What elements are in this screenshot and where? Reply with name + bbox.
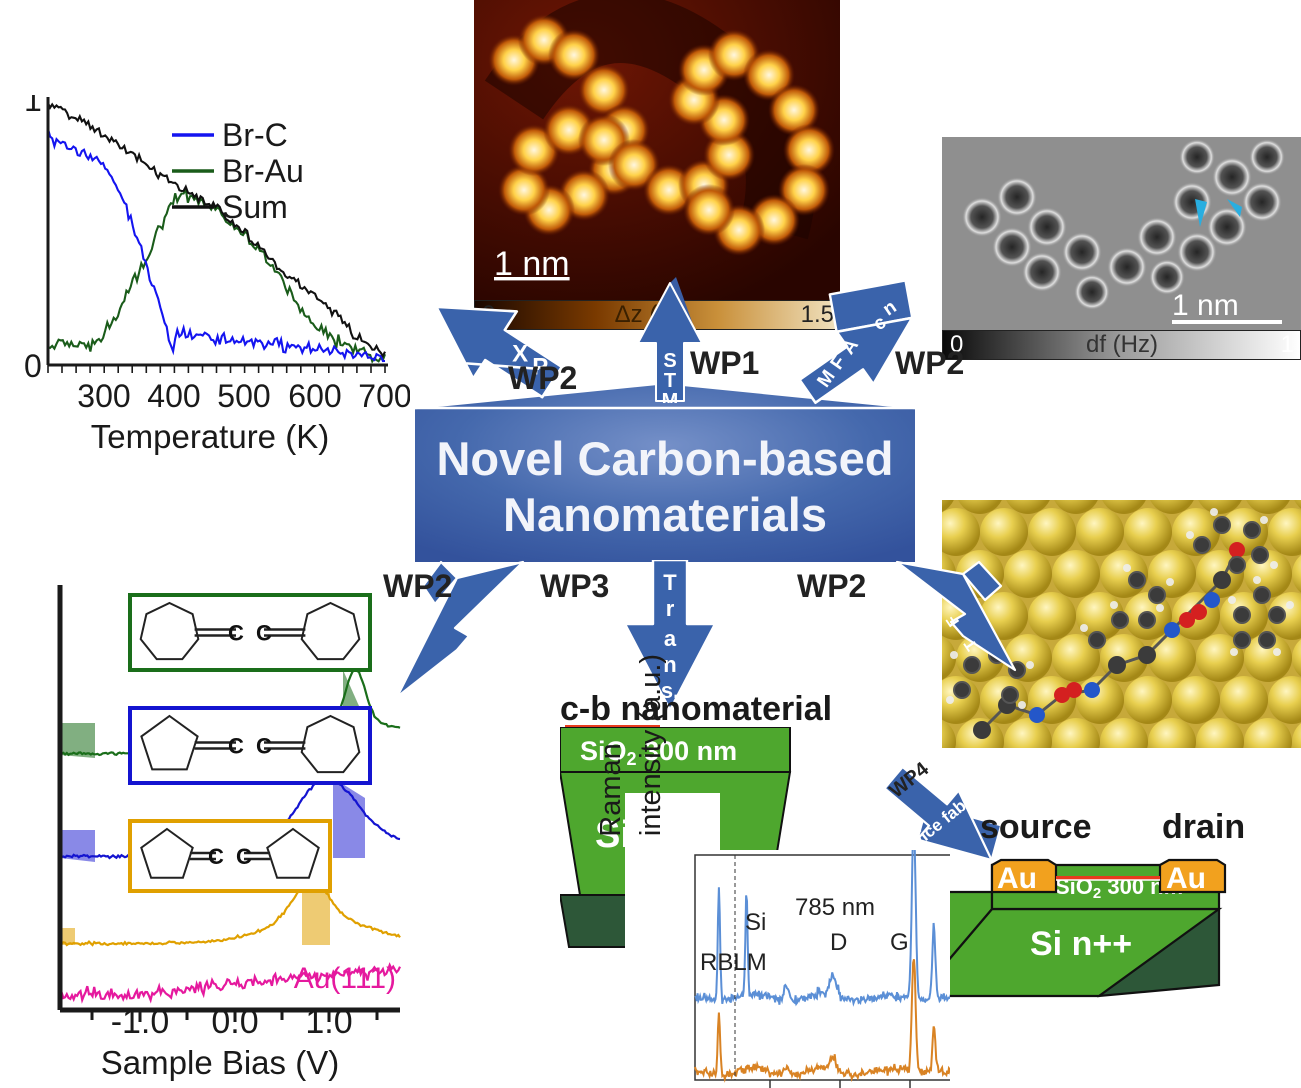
- svg-text:source: source: [980, 808, 1092, 846]
- svg-text:500: 500: [217, 378, 270, 414]
- svg-text:C: C: [228, 734, 244, 759]
- svg-text:0: 0: [24, 348, 42, 384]
- svg-text:C: C: [256, 621, 272, 646]
- svg-text:RBLM: RBLM: [700, 949, 767, 976]
- svg-text:M: M: [662, 390, 679, 403]
- svg-text:1.0: 1.0: [305, 1003, 352, 1040]
- svg-text:drain: drain: [1162, 808, 1245, 846]
- svg-text:Au: Au: [1166, 862, 1206, 895]
- svg-text:Au(111): Au(111): [294, 962, 396, 995]
- svg-text:S: S: [663, 350, 676, 372]
- svg-text:Br-Au: Br-Au: [222, 153, 304, 189]
- svg-text:r: r: [666, 596, 675, 621]
- svg-text:C: C: [236, 844, 252, 869]
- svg-text:T: T: [663, 570, 677, 595]
- svg-text:Novel Carbon-based: Novel Carbon-based: [436, 432, 893, 485]
- svg-text:Au: Au: [997, 862, 1037, 895]
- svg-text:Nanomaterials: Nanomaterials: [503, 488, 827, 541]
- svg-text:-1.0: -1.0: [111, 1003, 170, 1040]
- svg-text:Br-C: Br-C: [222, 117, 288, 153]
- svg-text:G: G: [890, 929, 909, 956]
- svg-text:T: T: [664, 370, 676, 392]
- svg-text:C: C: [208, 844, 224, 869]
- svg-text:1: 1: [24, 95, 42, 118]
- svg-text:C: C: [256, 734, 272, 759]
- svg-text:300: 300: [77, 378, 130, 414]
- svg-text:1500: 1500: [881, 1084, 939, 1088]
- svg-text:Si n++: Si n++: [1030, 925, 1132, 963]
- svg-text:785 nm: 785 nm: [795, 894, 875, 921]
- svg-text:1 nm: 1 nm: [1172, 289, 1239, 322]
- svg-text:C: C: [228, 621, 244, 646]
- svg-text:500: 500: [748, 1084, 791, 1088]
- svg-text:0.0: 0.0: [211, 1003, 258, 1040]
- svg-text:Sum: Sum: [222, 189, 288, 225]
- svg-text:Si: Si: [745, 909, 766, 936]
- svg-text:600: 600: [288, 378, 341, 414]
- svg-text:D: D: [830, 929, 847, 956]
- svg-text:400: 400: [147, 378, 200, 414]
